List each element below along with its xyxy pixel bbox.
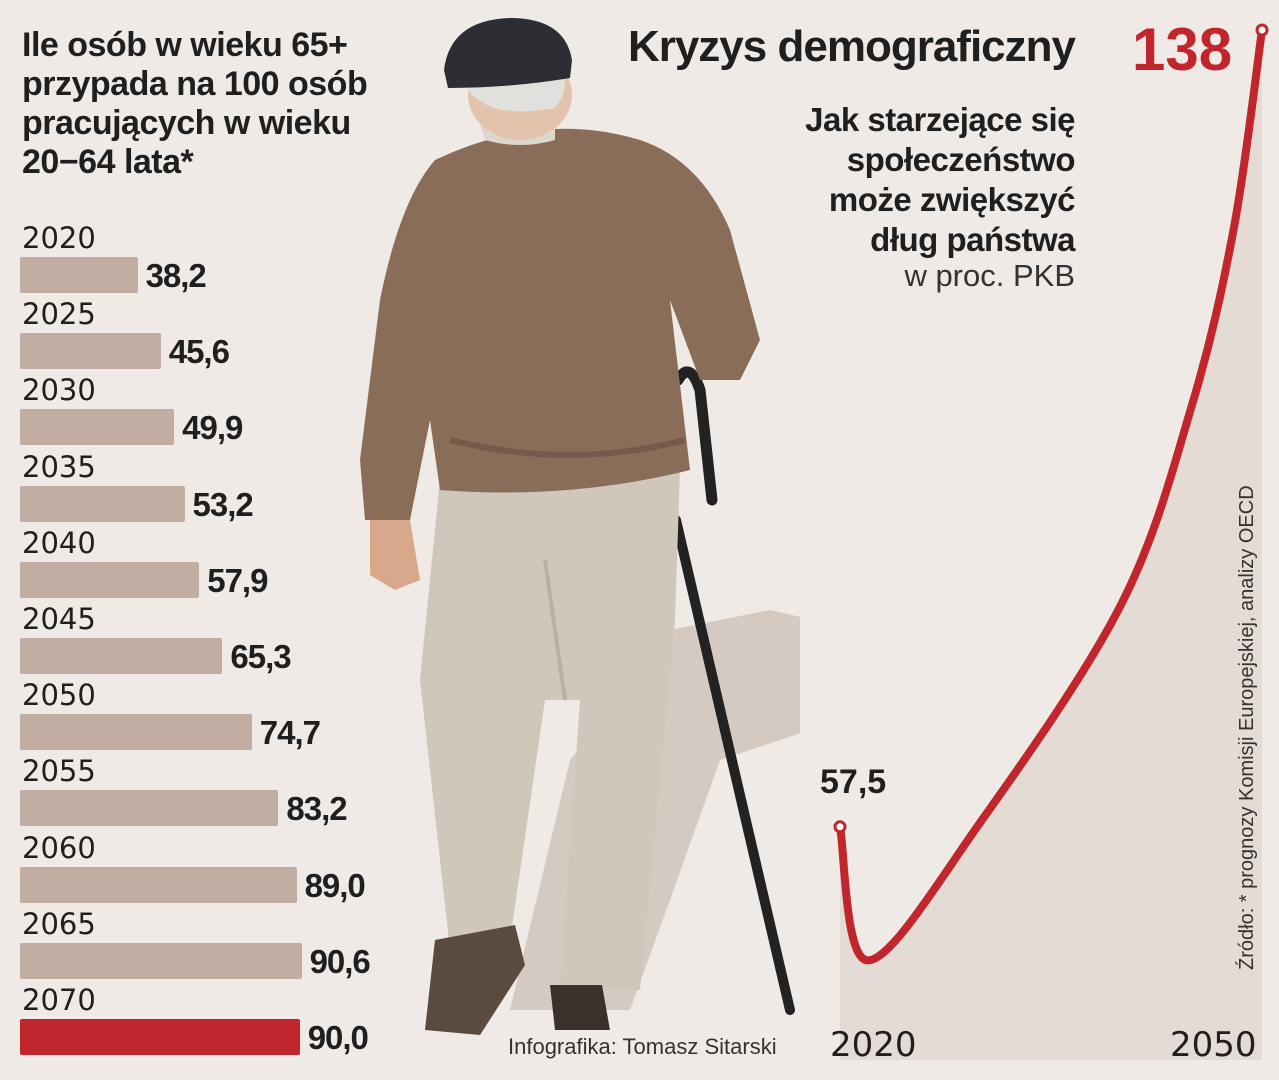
bar (20, 714, 252, 751)
subtitle-line: społeczeństwo (846, 141, 1076, 178)
line-point-marker (1255, 23, 1269, 37)
bar-chart-title-line: 20−64 lata* (22, 143, 194, 181)
bar-chart-title: Ile osób w wieku 65+ przypada na 100 osó… (22, 26, 402, 182)
sweater (360, 128, 760, 520)
bar (20, 942, 302, 979)
bar-value-label: 65,3 (230, 638, 291, 675)
flat-cap (444, 18, 572, 88)
hand (370, 520, 420, 590)
left-shoe (425, 925, 525, 1035)
bar (20, 485, 185, 522)
bar-value-label: 57,9 (207, 561, 268, 599)
bar (20, 333, 161, 370)
bar (20, 409, 175, 446)
bar (20, 866, 297, 903)
bar-year-label: 2040 (22, 525, 96, 560)
bar-year-label: 2060 (22, 830, 96, 865)
bar-value-label: 38,2 (145, 257, 207, 294)
infographic-credit: Infografika: Tomasz Sitarski (508, 1034, 777, 1059)
bar (20, 1019, 300, 1055)
bar-year-label: 2045 (22, 602, 96, 636)
source-note: Źródło: * prognozy Komisji Europejskiej,… (1236, 485, 1258, 970)
bar-year-label: 2020 (22, 221, 96, 255)
bar-chart-title-line: Ile osób w wieku 65+ (22, 26, 348, 64)
line-point-label: 138 (1132, 16, 1232, 83)
line-point-marker (833, 820, 847, 834)
bar (20, 257, 138, 293)
cane-handle (672, 366, 718, 506)
bar-value-label: 74,7 (259, 714, 321, 752)
bar (20, 561, 200, 598)
bar-year-label: 2065 (22, 906, 96, 941)
subtitle-line: może zwiększyć (828, 181, 1076, 218)
bar-value-label: 45,6 (168, 333, 230, 371)
trousers (420, 470, 680, 990)
bar-year-label: 2030 (22, 373, 96, 408)
bar (20, 638, 223, 674)
line-chart-subtitle: Jak starzejące się społeczeństwo może zw… (695, 100, 1075, 260)
right-shoe (550, 985, 610, 1030)
bar-value-label: 49,9 (182, 409, 243, 447)
line-chart-title: Kryzys demograficzny (627, 22, 1076, 71)
bar-year-label: 2025 (22, 297, 96, 332)
bar-year-label: 2070 (22, 983, 96, 1017)
elderly-man-illustration (360, 18, 800, 1035)
bar-value-label: 90,6 (309, 942, 371, 980)
line-series (836, 26, 1266, 965)
cane (671, 515, 795, 1015)
bar-value-label: 90,0 (307, 1019, 369, 1056)
bar-year-label: 2055 (22, 754, 96, 789)
line-point-label: 57,5 (820, 763, 886, 801)
subtitle-line: dług państwa (870, 221, 1075, 258)
line-area-fill (840, 30, 1262, 1060)
bar-value-label: 89,0 (304, 866, 366, 904)
bar-chart-title-line: przypada na 100 osób (22, 65, 368, 103)
x-tick-label: 2020 (830, 1025, 917, 1065)
bar-value-label: 53,2 (192, 485, 254, 523)
bar-value-label: 83,2 (286, 790, 347, 828)
bar-year-label: 2035 (22, 449, 96, 484)
bar (20, 790, 279, 827)
bar-year-label: 2050 (22, 678, 96, 713)
bar-chart-title-line: pracujących w wieku (22, 104, 351, 142)
subtitle-line: Jak starzejące się (805, 101, 1075, 138)
line-chart-unit: w proc. PKB (904, 258, 1075, 293)
x-tick-label: 2050 (1170, 1025, 1257, 1065)
